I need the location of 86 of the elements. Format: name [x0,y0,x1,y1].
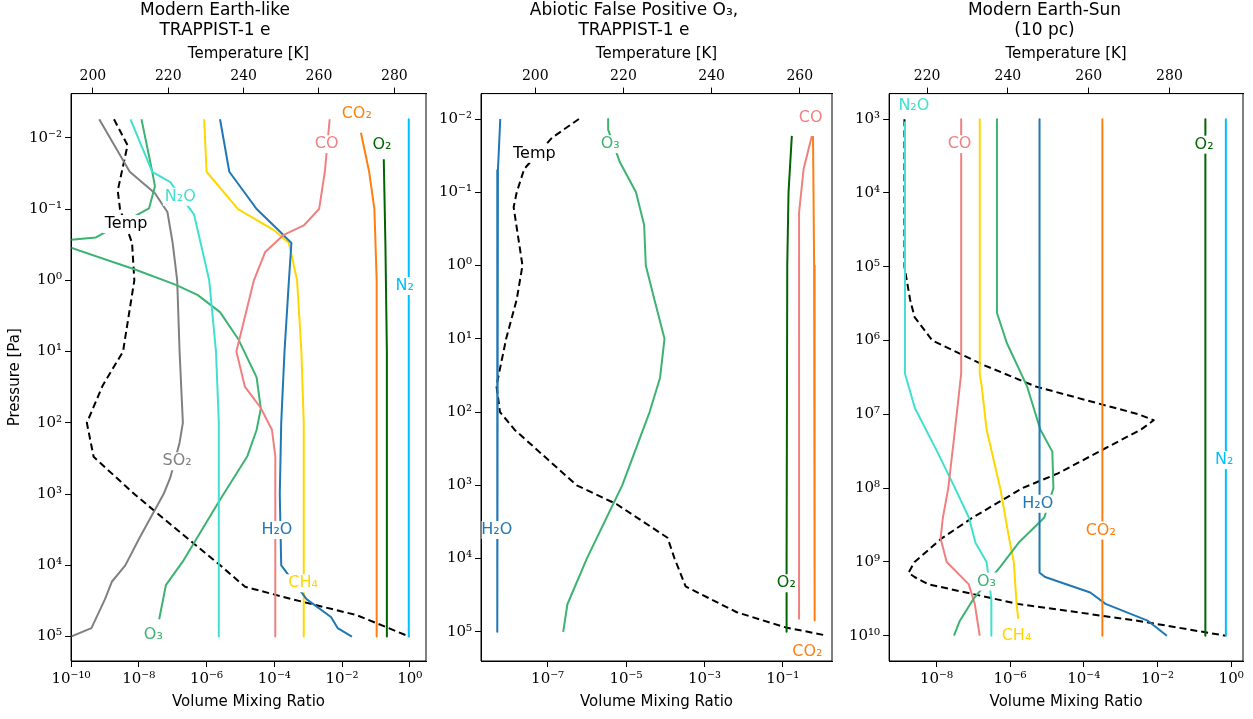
series-label: Temp [103,213,148,233]
x2-tick-label: 200 [521,66,549,83]
series-label: SO₂ [162,450,192,470]
y-tick-label: 10⁻¹ [438,182,473,201]
x-tick-label: 10⁻⁵ [609,668,643,687]
series-label: O₃ [976,570,996,590]
x-tick-label: 10⁻⁶ [993,668,1027,687]
y-tick-label: 10⁸ [855,478,881,497]
x2-tick-label: 240 [994,66,1022,83]
chart-title: Abiotic False Positive O₃, TRAPPIST-1 e [529,0,739,40]
x-tick-label: 10⁻⁷ [531,668,565,687]
x-tick-label: 10⁰ [1218,668,1244,687]
series-label: O₂ [776,572,796,592]
series-label: CO₂ [1085,519,1116,539]
x2-tick-label: 280 [1156,66,1183,83]
y-tick-label: 10¹ [446,328,473,347]
series-label: N₂O [164,186,196,206]
series-label: CH₄ [288,572,318,592]
x2-tick-label: 220 [610,66,637,83]
x-axis-title: Volume Mixing Ratio [989,691,1143,710]
x-tick-label: 10⁻⁴ [257,668,291,687]
y-tick-label: 10⁰ [36,270,63,289]
x-tick-label: 10⁻² [325,668,359,687]
x2-tick-label: 260 [1075,66,1103,83]
x2-tick-label: 260 [786,66,814,83]
x-axis-title: Volume Mixing Ratio [579,691,734,710]
y-tick-label: 10⁻² [438,108,473,127]
chart-title: Modern Earth-Sun (10 pc) [967,0,1122,40]
x2-tick-label: 200 [79,66,107,83]
series-label: H₂O [1022,492,1054,512]
y-tick-label: 10² [446,401,473,420]
x2-tick-label: 220 [154,66,182,83]
y-tick-label: 10⁻¹ [28,198,63,217]
y-tick-label: 10³ [446,475,473,494]
x2-tick-label: 280 [380,66,408,83]
y-tick-label: 10⁹ [855,551,881,570]
y-tick-label: 10⁵ [446,621,473,640]
y-tick-label: 10⁴ [36,555,63,574]
x-tick-label: 10⁻² [1140,668,1174,687]
y-tick-label: 10¹⁰ [848,625,881,644]
chart-title: Modern Earth-like TRAPPIST-1 e [139,0,291,40]
x2-axis-title: Temperature [K] [1004,43,1127,62]
x2-tick-label: 240 [230,66,257,83]
y-tick-label: 10⁵ [855,256,881,275]
series-label: O₂ [1194,133,1214,153]
series-label: Temp [512,142,556,162]
y-tick-label: 10⁰ [446,255,473,274]
y-tick-label: 10⁶ [855,330,881,349]
x-tick-label: 10⁻⁴ [1067,668,1101,687]
series-label: N₂ [1215,449,1234,469]
series-label: CO₂ [341,103,372,123]
x-tick-label: 10⁻¹⁰ [51,668,91,687]
x-tick-label: 10⁻⁸ [919,668,953,687]
x2-axis-title: Temperature [K] [186,43,310,62]
y-tick-label: 10¹ [36,341,63,360]
y-axis-title: Pressure [Pa] [4,328,23,427]
x2-axis-title: Temperature [K] [594,43,718,62]
series-label: O₃ [143,624,163,644]
x-tick-label: 10⁰ [397,668,423,687]
y-tick-label: 10⁴ [855,182,881,201]
series-label: CO [798,107,823,127]
x-tick-label: 10⁻³ [687,668,721,687]
x2-tick-label: 220 [913,66,941,83]
y-tick-label: 10³ [36,483,63,502]
y-tick-label: 10³ [855,109,881,128]
x-axis-title: Volume Mixing Ratio [171,691,326,710]
series-label: CO [947,133,972,153]
series-label: H₂O [261,519,293,539]
y-tick-label: 10⁵ [36,626,63,645]
series-label: N₂O [898,95,930,115]
y-tick-label: 10⁴ [446,548,473,567]
x-tick-label: 10⁻⁸ [122,668,156,687]
series-label: O₃ [600,133,620,153]
series-label: N₂ [395,275,414,295]
series-label: H₂O [481,519,513,539]
x2-tick-label: 260 [305,66,333,83]
series-label: CO₂ [792,641,823,661]
x2-tick-label: 240 [698,66,725,83]
series-label: CH₄ [1001,625,1032,645]
x-tick-label: 10⁻¹ [766,668,800,687]
x-tick-label: 10⁻⁶ [190,668,224,687]
series-label: O₂ [372,133,392,153]
y-tick-label: 10² [36,412,63,431]
y-tick-label: 10⁻² [28,127,63,146]
series-label: CO [314,133,339,153]
y-tick-label: 10⁷ [855,404,881,423]
